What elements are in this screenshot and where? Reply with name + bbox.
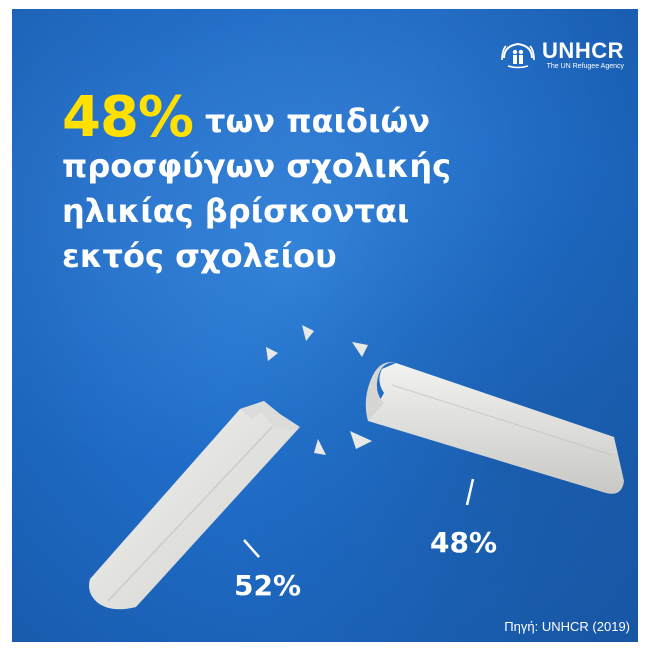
- left-piece-percent: 52%: [234, 569, 302, 602]
- headline-line-2: προσφύγων σχολικής: [62, 147, 452, 185]
- headline-line-1-text: των παιδιών: [205, 102, 431, 140]
- headline: 48% των παιδιών προσφύγων σχολικής ηλικία…: [62, 90, 622, 279]
- headline-percent: 48%: [62, 85, 194, 150]
- infographic-card: UNHCR The UN Refugee Agency 48% των παιδι…: [12, 9, 638, 642]
- unhcr-emblem-icon: [501, 42, 535, 69]
- chalk-fragment: [266, 347, 278, 361]
- chalk-fragment: [314, 439, 326, 455]
- unhcr-logo: UNHCR The UN Refugee Agency: [500, 35, 624, 75]
- right-piece-percent: 48%: [430, 526, 498, 559]
- logo-name: UNHCR: [542, 37, 624, 63]
- chalk-fragment: [350, 431, 372, 449]
- logo-tagline: The UN Refugee Agency: [546, 62, 624, 70]
- broken-chalk-illustration: [89, 325, 624, 610]
- headline-line-4: εκτός σχολείου: [62, 237, 337, 275]
- chalk-fragment: [352, 342, 368, 357]
- chalk-piece-right: [365, 362, 624, 494]
- chalkboard-texture: [12, 9, 638, 642]
- chalk-piece-left: [89, 401, 300, 610]
- pointer-line-left: [243, 539, 260, 558]
- headline-line-1: 48% των παιδιών: [62, 90, 622, 146]
- pointer-line-right: [465, 478, 475, 506]
- headline-line-3: ηλικίας βρίσκονται: [62, 192, 410, 230]
- chalk-fragment: [302, 325, 314, 341]
- source-note: Πηγή: UNHCR (2019): [504, 619, 630, 634]
